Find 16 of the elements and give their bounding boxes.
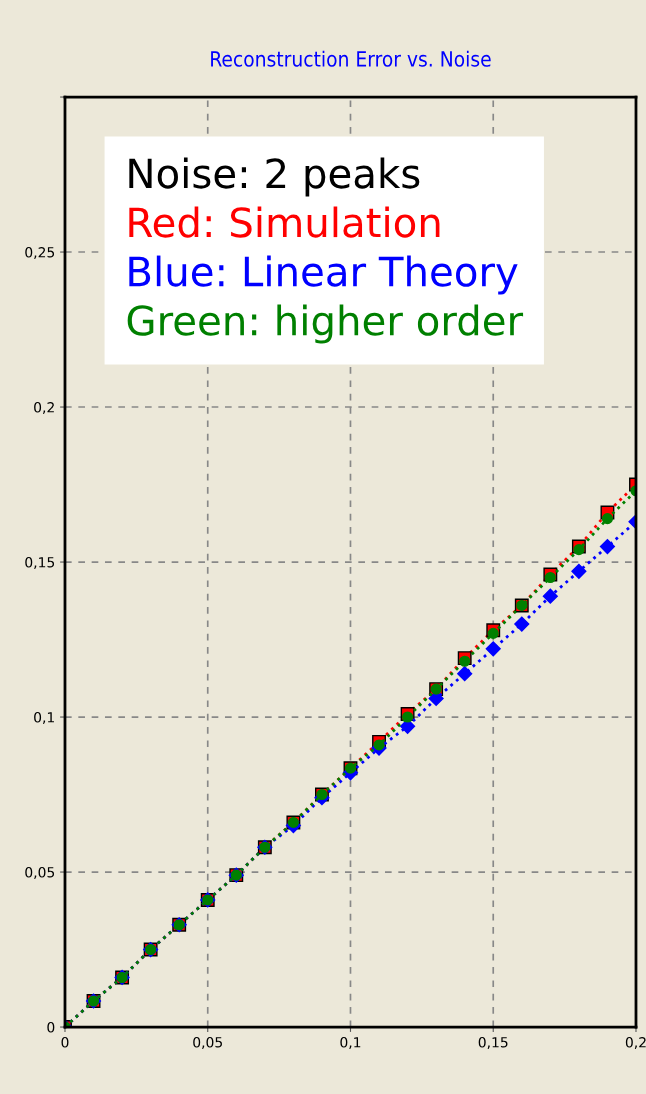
chart-title: Reconstruction Error vs. Noise <box>211 50 491 67</box>
y-tick-label: 0,1 <box>34 712 54 724</box>
y-tick-label: 0,2 <box>34 402 54 414</box>
x-tick-label: 0,2 <box>625 1037 646 1049</box>
x-tick-label: 0,15 <box>478 1037 508 1049</box>
x-tick-label: 0,1 <box>340 1037 361 1049</box>
text: Green: higher order <box>127 304 524 344</box>
text: Blue: Linear Theory <box>129 255 518 295</box>
x-tick-label: 0,05 <box>193 1037 222 1049</box>
y-tick-label: 0,25 <box>25 247 55 259</box>
y-tick-label: 0 <box>47 1022 55 1033</box>
x-tick-label: 0 <box>61 1037 69 1048</box>
legend-title: Noise: 2 peaks <box>129 157 420 197</box>
text: Red: Simulation <box>129 206 440 238</box>
y-tick-label: 0,15 <box>25 557 55 569</box>
y-tick-label: 0,05 <box>25 867 55 879</box>
